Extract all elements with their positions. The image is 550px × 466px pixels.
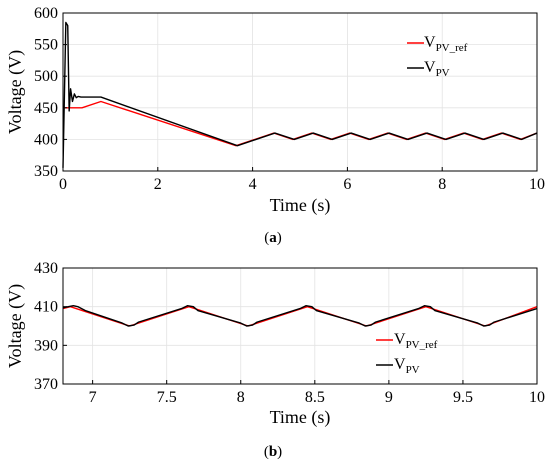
- panel-b-series-layer: [62, 305, 538, 327]
- panel-b-x-tick-label: 8: [237, 389, 245, 406]
- panel-b-x-tick-label: 9.5: [453, 389, 473, 406]
- panel-b-x-axis-label: Time (s): [270, 407, 331, 428]
- legend-label-vpv-ref: VPV_ref: [424, 34, 468, 54]
- panel-a-x-tick-label: 8: [438, 176, 446, 193]
- panel-a-grid: [62, 12, 538, 172]
- panel-a-x-tick-label: 6: [343, 176, 351, 193]
- panel-a-x-tick-label: 2: [154, 176, 162, 193]
- panel-a-series-layer: [62, 21, 538, 168]
- legend-label-vpv-b-main: V: [394, 356, 406, 373]
- legend-label-vpv-b: VPV: [394, 356, 420, 376]
- panel-b-x-tick-label: 9: [385, 389, 393, 406]
- panel-a-legend: VPV_ref VPV: [407, 34, 468, 79]
- panel-b-x-tick-label: 10: [529, 389, 545, 406]
- panel-a-caption-letter: a: [269, 230, 277, 246]
- panel-a-x-tick-label: 10: [529, 176, 545, 193]
- panel-b-series-vpv-line: [62, 305, 538, 327]
- legend-label-vpv-ref-b-sub: PV_ref: [406, 339, 438, 351]
- panel-b-y-tick-label: 370: [34, 376, 58, 393]
- panel-a-y-tick-label: 500: [34, 68, 58, 85]
- panel-a-x-ticks: 0 2 4 6 8 10: [59, 167, 545, 193]
- panel-a-y-tick-label: 600: [34, 5, 58, 22]
- panel-b-caption: (b): [264, 444, 282, 460]
- panel-b-y-tick-label: 430: [34, 260, 58, 277]
- panel-a-y-ticks: 350 400 450 500 550 600: [34, 5, 67, 180]
- panel-a-y-tick-label: 450: [34, 100, 58, 117]
- panel-b-plot-frame: [62, 267, 538, 385]
- legend-label-vpv-ref-b-main: V: [394, 331, 406, 348]
- legend-label-vpv: VPV: [424, 59, 450, 79]
- legend-label-vpv-ref-sub: PV_ref: [436, 42, 468, 54]
- panel-b-x-ticks: 7 7.5 8 8.5 9 9.5 10: [89, 380, 545, 406]
- legend-label-vpv-sub: PV: [436, 67, 450, 79]
- legend-label-vpv-b-sub: PV: [406, 364, 420, 376]
- panel-a-x-tick-label: 4: [249, 176, 257, 193]
- panel-b-grid: [63, 267, 538, 385]
- legend-label-vpv-ref-main: V: [424, 34, 436, 51]
- panel-a-series-vpv-line: [62, 21, 538, 168]
- panel-a-plot-frame: [62, 12, 538, 172]
- panel-a-y-tick-label: 550: [34, 37, 58, 54]
- panel-b-y-tick-label: 410: [34, 299, 58, 316]
- panel-b-y-tick-label: 390: [34, 337, 58, 354]
- legend-label-vpv-main: V: [424, 59, 436, 76]
- panel-a-x-axis-label: Time (s): [270, 195, 331, 216]
- panel-a-y-tick-label: 350: [34, 163, 58, 180]
- panel-a-y-tick-label: 400: [34, 131, 58, 148]
- panel-b-x-tick-label: 8.5: [305, 389, 325, 406]
- panel-b-series-vpv-ref-line: [62, 305, 538, 327]
- panel-b-y-ticks: 370 390 410 430: [34, 260, 67, 393]
- panel-b-caption-letter: b: [269, 444, 277, 460]
- panel-a-caption: (a): [264, 230, 282, 246]
- panel-b: 7 7.5 8 8.5 9 9.5 10 370 390 410 430 Time (s) Vol…: [5, 260, 545, 460]
- panel-a: 0 2 4 6 8 10 350 400 450 500 550 600 Time (s) Volt…: [5, 5, 545, 246]
- panel-a-x-tick-label: 0: [59, 176, 67, 193]
- panel-b-x-tick-label: 7.5: [157, 389, 177, 406]
- legend-label-vpv-ref-b: VPV_ref: [394, 331, 438, 351]
- panel-b-legend: VPV_ref VPV: [376, 331, 438, 376]
- panel-b-x-tick-label: 7: [89, 389, 97, 406]
- panel-b-y-axis-label: Voltage (V): [5, 284, 26, 368]
- panel-a-y-axis-label: Voltage (V): [5, 50, 26, 134]
